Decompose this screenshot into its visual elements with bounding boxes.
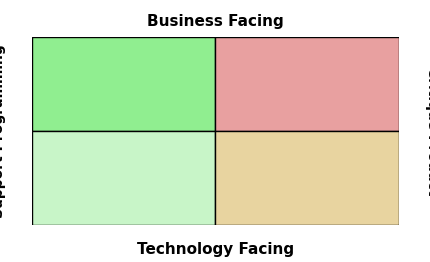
Bar	[32, 131, 215, 225]
Text: Critique Product: Critique Product	[424, 67, 430, 195]
Bar	[215, 131, 398, 225]
Text: Technology Facing: Technology Facing	[137, 242, 293, 257]
Text: Support Programming: Support Programming	[0, 44, 6, 218]
Bar	[32, 37, 215, 131]
Text: Business Facing: Business Facing	[147, 14, 283, 29]
Bar	[215, 37, 398, 131]
